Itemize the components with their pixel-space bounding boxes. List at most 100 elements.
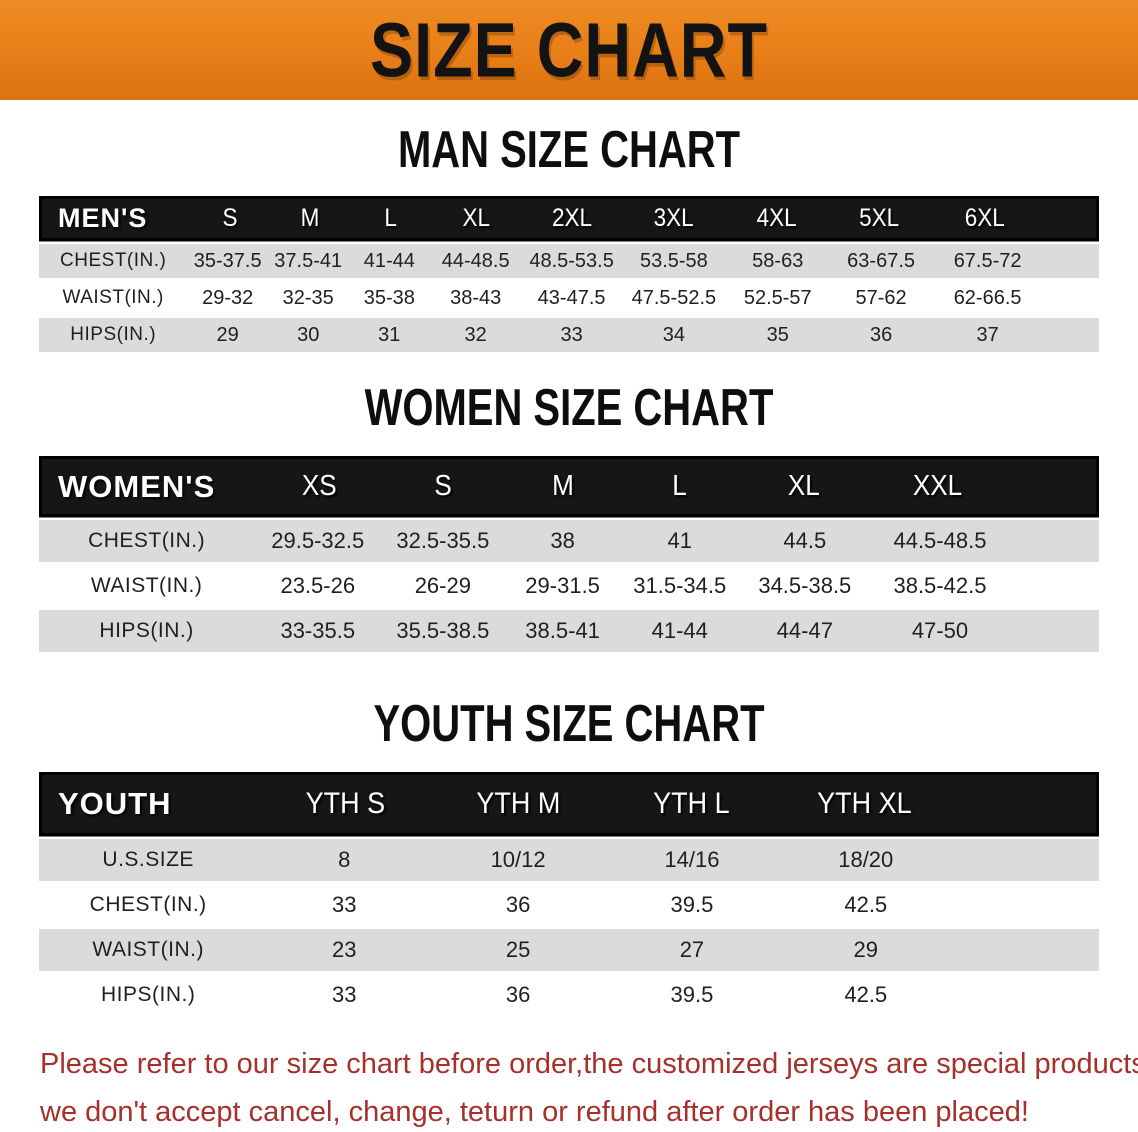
banner: SIZE CHART — [0, 0, 1138, 100]
men-table-corner-label: MEN'S — [58, 203, 148, 233]
men-column-header: M — [300, 204, 320, 232]
footer-notice: Please refer to our size chart before or… — [40, 1040, 1138, 1132]
table-cell: 39.5 — [670, 892, 714, 917]
men-column-header: 6XL — [965, 204, 1006, 232]
table-cell: 44.5-48.5 — [893, 528, 987, 553]
banner-title: SIZE CHART — [370, 7, 768, 93]
men-table-header-row: MEN'S S M L XL 2XL 3XL 4XL 5XL 6XL — [39, 196, 1099, 241]
table-cell: 42.5 — [844, 982, 888, 1007]
row-label: HIPS(IN.) — [101, 983, 196, 1006]
youth-table-corner-label: YOUTH — [58, 786, 172, 821]
table-cell: 29-31.5 — [525, 573, 600, 598]
men-section: MAN SIZE CHART MEN'S S M L XL 2XL 3XL 4X… — [0, 121, 1138, 352]
table-cell: 38 — [550, 528, 575, 553]
table-cell: 18/20 — [838, 847, 894, 872]
table-cell: 35-38 — [363, 286, 415, 309]
table-cell: 29.5-32.5 — [271, 528, 365, 553]
women-column-header: S — [434, 470, 453, 502]
table-cell: 52.5-57 — [743, 286, 812, 309]
table-cell: 58-63 — [752, 249, 804, 272]
youth-waist-row: WAIST(IN.) 23 25 27 29 — [39, 929, 1099, 971]
row-label: CHEST(IN.) — [89, 893, 207, 916]
table-cell: 41-44 — [651, 618, 708, 643]
table-cell: 39.5 — [670, 982, 714, 1007]
table-cell: 33 — [332, 982, 357, 1007]
men-section-heading: MAN SIZE CHART — [397, 121, 741, 179]
row-label: HIPS(IN.) — [99, 619, 194, 642]
table-cell: 33-35.5 — [280, 618, 356, 643]
row-label: WAIST(IN.) — [62, 287, 164, 308]
women-table-corner-label: WOMEN'S — [58, 468, 216, 504]
table-cell: 14/16 — [664, 847, 720, 872]
women-column-header: XS — [301, 470, 337, 502]
table-cell: 48.5-53.5 — [529, 249, 614, 272]
table-cell: 35 — [766, 323, 789, 346]
women-column-header: M — [551, 470, 574, 502]
women-waist-row: WAIST(IN.) 23.5-26 26-29 29-31.5 31.5-34… — [39, 565, 1099, 607]
row-label: CHEST(IN.) — [60, 250, 167, 271]
table-cell: 38-43 — [450, 286, 502, 309]
table-cell: 29 — [853, 937, 878, 962]
row-label: U.S.SIZE — [102, 848, 194, 871]
table-cell: 53.5-58 — [639, 249, 708, 272]
row-label: HIPS(IN.) — [70, 324, 157, 345]
table-cell: 38.5-42.5 — [893, 573, 987, 598]
table-cell: 44.5 — [783, 528, 827, 553]
table-cell: 67.5-72 — [953, 249, 1022, 272]
youth-table-header-row: YOUTH YTH S YTH M YTH L YTH XL — [39, 772, 1099, 836]
youth-column-header: YTH M — [476, 787, 561, 820]
women-table-header-row: WOMEN'S XS S M L XL XXL — [39, 456, 1099, 517]
table-cell: 62-66.5 — [953, 286, 1022, 309]
table-cell: 42.5 — [844, 892, 888, 917]
women-size-table: WOMEN'S XS S M L XL XXL CHEST(IN.) 29.5-… — [39, 456, 1099, 652]
youth-hips-row: HIPS(IN.) 33 36 39.5 42.5 — [39, 974, 1099, 1016]
table-cell: 32-35 — [282, 286, 334, 309]
table-cell: 29-32 — [202, 286, 254, 309]
table-cell: 57-62 — [855, 286, 907, 309]
men-column-header: 3XL — [653, 204, 694, 232]
youth-column-header: YTH S — [305, 787, 386, 820]
youth-section-heading: YOUTH SIZE CHART — [373, 695, 765, 753]
youth-column-header: YTH L — [652, 787, 730, 820]
table-cell: 44-48.5 — [441, 249, 510, 272]
notice-line-1: Please refer to our size chart before or… — [40, 1048, 1138, 1080]
notice-line-2: we don't accept cancel, change, teturn o… — [40, 1096, 1029, 1128]
men-size-table: MEN'S S M L XL 2XL 3XL 4XL 5XL 6XL CHEST… — [39, 196, 1099, 352]
table-cell: 34 — [662, 323, 685, 346]
women-chest-row: CHEST(IN.) 29.5-32.5 32.5-35.5 38 41 44.… — [39, 520, 1099, 562]
women-hips-row: HIPS(IN.) 33-35.5 35.5-38.5 38.5-41 41-4… — [39, 610, 1099, 652]
table-cell: 34.5-38.5 — [758, 573, 852, 598]
men-column-header: 2XL — [551, 204, 592, 232]
table-cell: 25 — [505, 937, 531, 962]
table-cell: 8 — [338, 847, 351, 872]
table-cell: 43-47.5 — [537, 286, 606, 309]
men-column-header: XL — [462, 204, 490, 232]
table-cell: 32.5-35.5 — [396, 528, 490, 553]
table-cell: 47-50 — [911, 618, 969, 643]
table-cell: 36 — [505, 892, 531, 917]
men-column-header: 5XL — [859, 204, 900, 232]
table-cell: 47.5-52.5 — [631, 286, 717, 309]
table-cell: 33 — [560, 323, 583, 346]
youth-size-table: YOUTH YTH S YTH M YTH L YTH XL U.S.SIZE … — [39, 772, 1099, 1016]
table-cell: 38.5-41 — [525, 618, 600, 643]
row-label: WAIST(IN.) — [92, 938, 204, 961]
table-cell: 37.5-41 — [274, 249, 343, 272]
table-cell: 35-37.5 — [193, 249, 262, 272]
table-cell: 36 — [869, 323, 893, 346]
men-chest-row: CHEST(IN.) 35-37.5 37.5-41 41-44 44-48.5… — [39, 244, 1099, 278]
youth-column-header: YTH XL — [816, 787, 912, 820]
table-cell: 36 — [505, 982, 531, 1007]
youth-section: YOUTH SIZE CHART YOUTH YTH S YTH M YTH L… — [0, 695, 1138, 1016]
men-column-header: L — [384, 204, 397, 232]
women-column-header: XL — [787, 470, 820, 502]
table-cell: 37 — [976, 323, 999, 346]
table-cell: 10/12 — [490, 847, 546, 872]
table-cell: 23.5-26 — [280, 573, 356, 598]
table-cell: 41-44 — [363, 249, 415, 272]
table-cell: 63-67.5 — [847, 249, 916, 272]
women-section: WOMEN SIZE CHART WOMEN'S XS S M L XL XXL… — [0, 379, 1138, 652]
youth-chest-row: CHEST(IN.) 33 36 39.5 42.5 — [39, 884, 1099, 926]
table-cell: 29 — [216, 323, 239, 346]
